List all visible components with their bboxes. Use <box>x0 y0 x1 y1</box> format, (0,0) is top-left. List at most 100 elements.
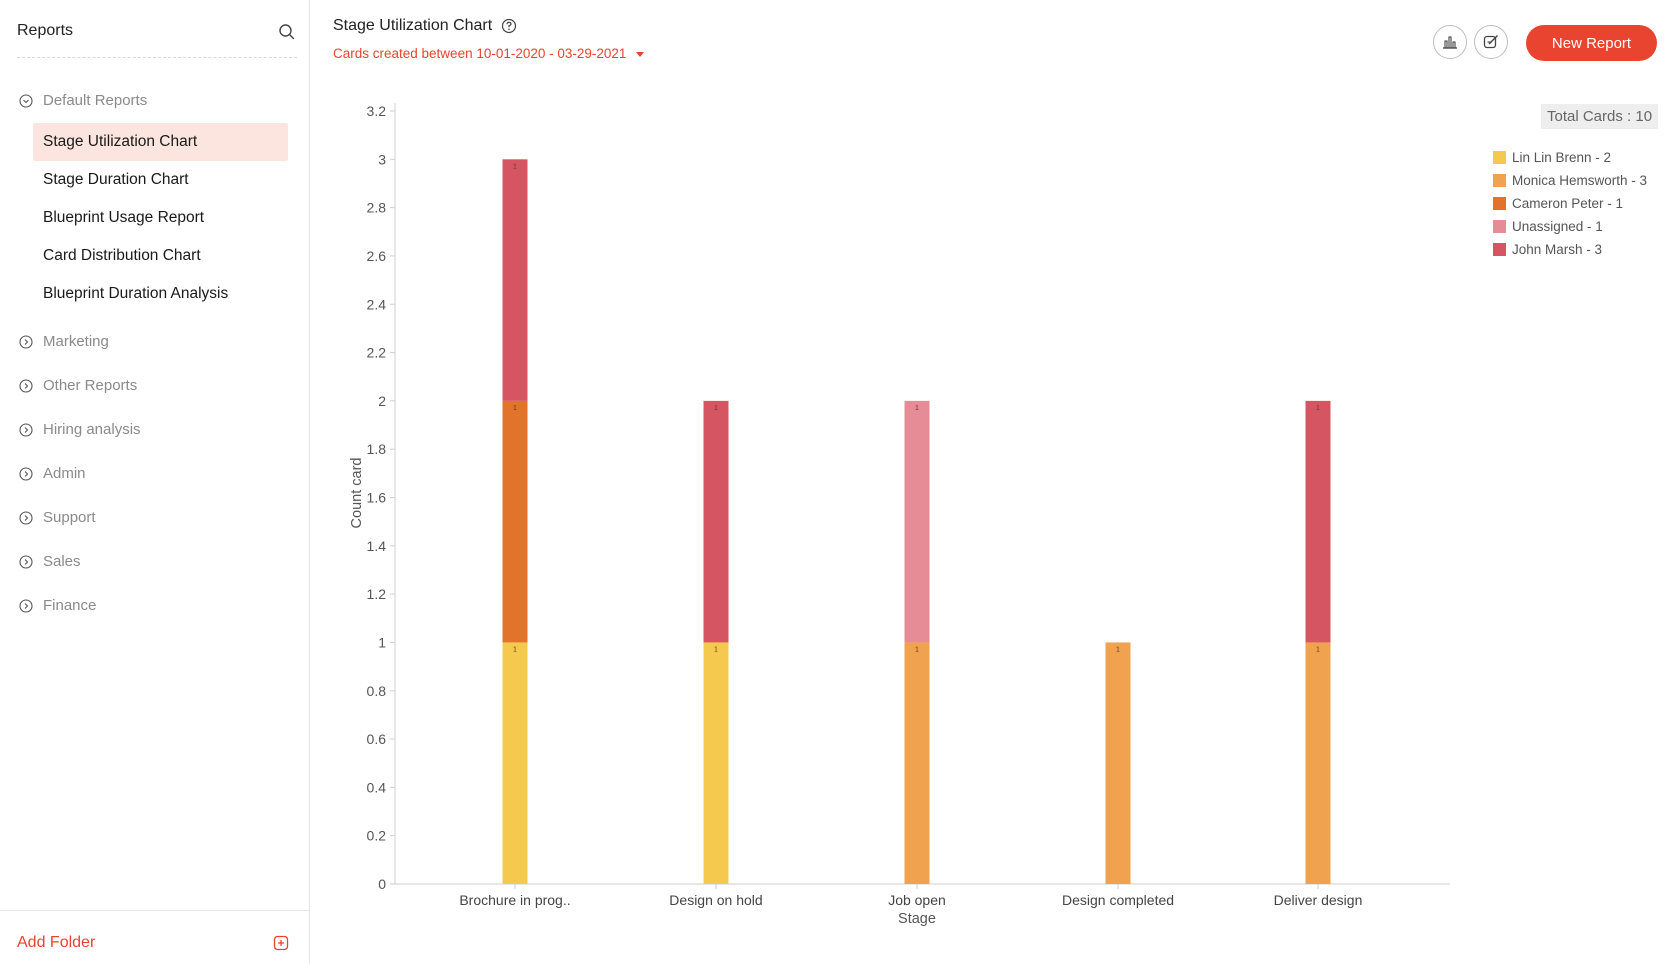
bar-segment-label: 1 <box>714 646 718 653</box>
bar-segment <box>1305 642 1331 884</box>
bar-segment-label: 1 <box>915 646 919 653</box>
y-tick-label: 2.4 <box>367 296 387 312</box>
chart-legend: Lin Lin Brenn - 2 Monica Hemsworth - 3 Cam… <box>1493 146 1647 261</box>
legend-label: Cameron Peter - 1 <box>1512 196 1624 211</box>
report-card-distribution[interactable]: Card Distribution Chart <box>43 247 201 264</box>
y-tick-label: 0.2 <box>367 828 387 844</box>
y-tick-label: 2.8 <box>367 200 387 216</box>
edit-icon <box>1483 34 1499 49</box>
chevron-right-icon <box>19 554 33 569</box>
bar-segment <box>904 642 930 884</box>
bar-segment-label: 1 <box>513 646 517 653</box>
legend-item[interactable]: Monica Hemsworth - 3 <box>1493 169 1647 192</box>
sidebar-title: Reports <box>17 22 74 39</box>
add-folder-icon[interactable] <box>273 935 289 951</box>
y-tick-label: 1.2 <box>367 586 387 602</box>
y-tick-label: 0.6 <box>367 731 387 747</box>
date-filter-dropdown[interactable]: Cards created between 10-01-2020 - 03-29… <box>333 46 645 61</box>
bar-segment <box>502 159 528 401</box>
chevron-down-icon <box>19 93 33 108</box>
help-icon[interactable] <box>501 18 517 34</box>
sidebar: Reports Default Reports Stage Utilizatio… <box>0 0 310 964</box>
folder-label: Sales <box>43 553 81 570</box>
y-tick-label: 0.4 <box>367 779 387 795</box>
y-tick-label: 1.8 <box>367 441 387 457</box>
chevron-right-icon <box>19 334 33 349</box>
legend-item[interactable]: Lin Lin Brenn - 2 <box>1493 146 1647 169</box>
folder-label: Finance <box>43 597 97 614</box>
chevron-right-icon <box>19 422 33 437</box>
folder-other-reports[interactable]: Other Reports <box>19 377 137 394</box>
bar-segment-label: 1 <box>714 405 718 412</box>
search-icon[interactable] <box>277 22 297 42</box>
bar-segment <box>904 400 930 643</box>
stage-utilization-chart: 0 0.2 0.4 0.6 0.8 1 1.2 1.4 1.6 1.8 2 2.2 2.4 2.6 2.8 3… <box>349 103 1450 927</box>
legend-swatch <box>1493 220 1506 233</box>
folder-label: Marketing <box>43 333 109 350</box>
bar-segment <box>703 400 729 643</box>
folder-label: Support <box>43 509 96 526</box>
y-tick-label: 3.2 <box>367 103 387 119</box>
y-tick-label: 1 <box>378 634 386 650</box>
y-axis-title: Count card <box>349 458 365 529</box>
bar-segment-label: 1 <box>915 405 919 412</box>
new-report-button[interactable]: New Report <box>1526 25 1657 61</box>
folder-admin[interactable]: Admin <box>19 465 86 482</box>
y-tick-label: 2.6 <box>367 248 387 264</box>
chevron-right-icon <box>19 598 33 613</box>
folder-label: Default Reports <box>43 92 148 109</box>
bar-segment <box>1305 400 1331 643</box>
chevron-right-icon <box>19 510 33 525</box>
x-axis-title: Stage <box>898 911 936 927</box>
add-folder-button[interactable]: Add Folder <box>17 934 96 951</box>
report-stage-duration[interactable]: Stage Duration Chart <box>43 171 189 188</box>
chevron-right-icon <box>19 466 33 481</box>
bar-segment <box>703 642 729 884</box>
legend-swatch <box>1493 151 1506 164</box>
sidebar-header: Reports <box>17 14 297 58</box>
bar-chart-icon <box>1443 36 1457 49</box>
legend-swatch <box>1493 174 1506 187</box>
legend-item[interactable]: John Marsh - 3 <box>1493 238 1647 261</box>
bar-segment <box>502 642 528 884</box>
legend-swatch <box>1493 243 1506 256</box>
legend-label: John Marsh - 3 <box>1512 242 1603 257</box>
report-blueprint-usage[interactable]: Blueprint Usage Report <box>43 209 205 226</box>
sidebar-footer: Add Folder <box>0 910 309 964</box>
bar-segment-label: 1 <box>513 163 517 170</box>
report-stage-utilization[interactable]: Stage Utilization Chart <box>33 123 288 161</box>
legend-swatch <box>1493 197 1506 210</box>
legend-label: Lin Lin Brenn - 2 <box>1512 150 1612 165</box>
bar-segment-label: 1 <box>1116 646 1120 653</box>
page-title: Stage Utilization Chart <box>333 17 493 34</box>
folder-support[interactable]: Support <box>19 509 96 526</box>
edit-report-button[interactable] <box>1474 25 1508 59</box>
y-tick-label: 2.2 <box>367 345 387 361</box>
legend-label: Unassigned - 1 <box>1512 219 1603 234</box>
folder-marketing[interactable]: Marketing <box>19 333 109 350</box>
legend-item[interactable]: Unassigned - 1 <box>1493 215 1647 238</box>
folder-label: Admin <box>43 465 86 482</box>
x-tick-label: Deliver design <box>1274 892 1363 908</box>
bar-segment <box>502 400 528 643</box>
folder-sales[interactable]: Sales <box>19 553 81 570</box>
report-blueprint-duration[interactable]: Blueprint Duration Analysis <box>43 285 229 302</box>
y-tick-label: 0 <box>378 876 386 892</box>
x-tick-label: Brochure in prog.. <box>459 892 570 908</box>
chart-type-button[interactable] <box>1433 25 1467 59</box>
folder-default-reports[interactable]: Default Reports <box>19 92 147 109</box>
y-tick-label: 0.8 <box>367 683 387 699</box>
caret-down-icon <box>636 52 645 57</box>
chevron-right-icon <box>19 378 33 393</box>
bar-segment-label: 1 <box>513 405 517 412</box>
legend-item[interactable]: Cameron Peter - 1 <box>1493 192 1647 215</box>
x-tick-label: Design on hold <box>669 892 762 908</box>
legend-label: Monica Hemsworth - 3 <box>1512 173 1648 188</box>
folder-finance[interactable]: Finance <box>19 597 96 614</box>
y-tick-label: 3 <box>378 151 386 167</box>
date-filter-label: Cards created between 10-01-2020 - 03-29… <box>333 46 627 61</box>
y-tick-label: 2 <box>378 393 386 409</box>
folder-hiring-analysis[interactable]: Hiring analysis <box>19 421 141 438</box>
total-cards-badge: Total Cards : 10 <box>1541 104 1659 129</box>
x-tick-label: Design completed <box>1062 892 1174 908</box>
